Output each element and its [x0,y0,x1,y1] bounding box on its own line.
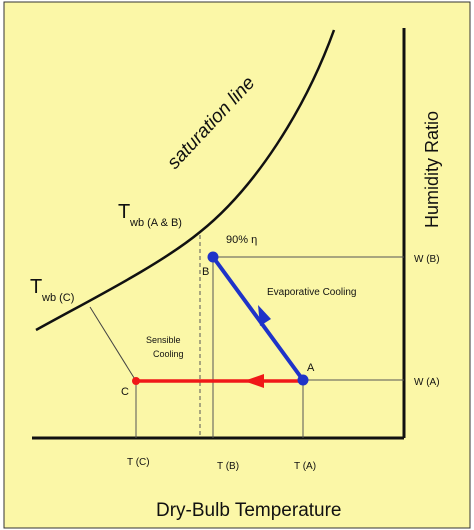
efficiency-label: 90% η [226,234,257,246]
twb-ab-sub: wb (A & B) [129,217,182,229]
sensible-label-line1: Sensible [146,335,181,345]
point-a-label: A [307,362,315,374]
wet-bulb-line-c [89,306,137,382]
evaporative-arrow-icon [258,305,271,326]
point-b-marker [207,251,219,263]
diagram-background [3,1,471,529]
w-b-label: W (B) [414,254,440,265]
t-b-label: T (B) [217,461,239,472]
point-a-marker [297,374,309,386]
point-c-label: C [121,386,129,398]
w-a-label: W (A) [414,377,440,388]
point-b-label: B [202,266,209,278]
sensible-arrow-icon [244,374,264,388]
evaporative-cooling-line [211,255,305,382]
saturation-curve [35,29,336,332]
x-axis-title: Dry-Bulb Temperature [156,500,342,521]
sensible-label-line2: Cooling [153,349,184,359]
twb-c-sub: wb (C) [41,292,74,304]
point-c-marker [132,377,140,385]
t-a-label: T (A) [294,461,316,472]
twb-c-main: T [30,276,42,298]
twb-ab-main: T [118,201,130,223]
evaporative-cooling-label: Evaporative Cooling [267,287,357,298]
t-c-label: T (C) [127,457,150,468]
y-axis-title: Humidity Ratio [422,111,442,228]
